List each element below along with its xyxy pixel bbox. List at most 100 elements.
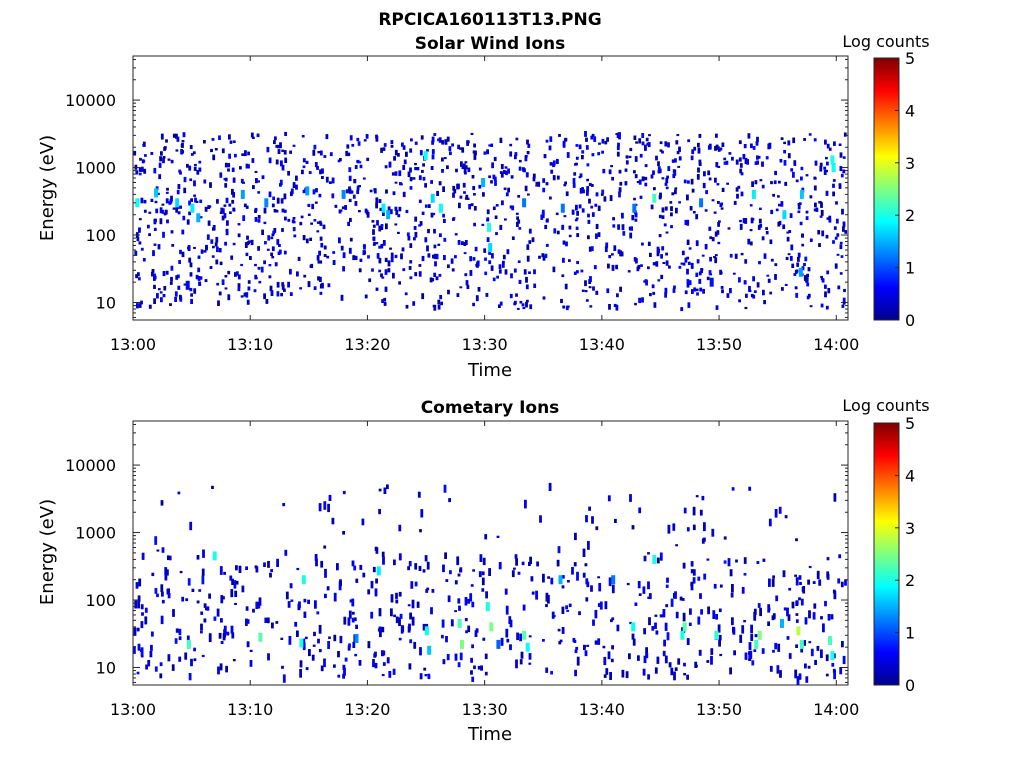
count-cell [515,212,519,215]
count-cell [812,612,816,620]
count-cell [304,636,308,640]
count-cell [167,654,171,662]
count-cell [667,524,671,534]
count-cell [842,655,846,665]
count-cell [279,142,282,149]
count-cell [134,250,138,256]
count-cell [205,607,208,611]
count-cell [545,592,549,602]
count-cell [373,242,376,245]
count-cell [820,303,824,308]
count-cell [647,581,650,590]
count-cell [316,165,319,170]
count-cell [801,243,805,247]
count-cell [339,158,342,162]
count-cell [817,230,821,235]
count-cell [320,560,324,568]
count-cell [386,484,389,490]
count-cell [484,257,487,261]
count-cell [513,567,516,570]
count-cell [550,577,554,585]
count-cell [485,591,488,599]
count-cell [190,658,193,667]
count-cell [275,621,279,624]
count-cell [575,226,579,230]
count-cell [378,199,382,203]
count-patch [487,222,491,232]
count-cell [430,166,434,170]
count-cell [511,205,515,211]
solar-wind-colorbar [873,57,900,321]
count-cell [166,569,169,576]
count-cell [427,673,431,680]
count-cell [456,293,460,297]
count-cell [683,179,687,184]
count-cell [318,250,321,256]
count-cell [160,297,163,303]
count-cell [574,532,577,541]
count-patch [299,638,304,648]
count-cell [834,236,838,240]
count-cell [319,169,322,175]
count-cell [801,266,805,271]
count-cell [229,140,233,144]
count-cell [584,280,587,287]
count-cell [650,174,654,179]
count-cell [463,252,467,255]
count-cell [273,140,276,145]
count-cell [648,617,651,626]
count-cell [813,176,817,180]
count-cell [616,293,619,298]
colorbar-tick-label: 2 [905,206,915,225]
count-cell [368,278,372,283]
count-cell [247,151,250,156]
count-cell [636,266,640,272]
count-cell [220,641,224,644]
count-cell [813,138,817,142]
count-cell [154,536,158,545]
count-cell [309,237,312,241]
count-cell [414,563,418,570]
count-cell [341,206,345,210]
count-cell [329,152,333,157]
count-cell [231,578,234,585]
count-cell [245,205,249,209]
count-cell [717,148,721,152]
count-cell [842,297,846,303]
count-cell [469,270,473,276]
count-cell [394,254,398,259]
count-cell [179,570,183,574]
count-cell [664,287,668,294]
count-cell [230,589,234,598]
count-cell [347,221,350,226]
count-cell [595,290,599,295]
count-cell [591,212,595,217]
count-cell [665,252,668,256]
count-cell [265,299,269,304]
count-cell [505,170,508,176]
count-patch [258,632,263,642]
count-cell [742,218,746,224]
count-cell [430,607,433,615]
count-cell [263,260,266,265]
count-cell [842,169,846,174]
count-cell [473,665,476,670]
count-cell [237,287,241,292]
count-cell [257,266,261,270]
count-cell [634,174,638,179]
count-cell [561,224,565,230]
count-cell [605,242,609,249]
count-cell [750,143,753,149]
count-cell [352,194,356,199]
count-cell [420,509,424,518]
count-cell [692,569,696,576]
count-cell [701,254,705,257]
count-cell [443,218,446,223]
count-cell [245,606,249,611]
count-cell [510,273,513,279]
count-cell [381,626,385,633]
count-cell [187,578,191,586]
count-cell [276,239,280,245]
count-cell [664,141,668,147]
count-cell [322,224,326,230]
